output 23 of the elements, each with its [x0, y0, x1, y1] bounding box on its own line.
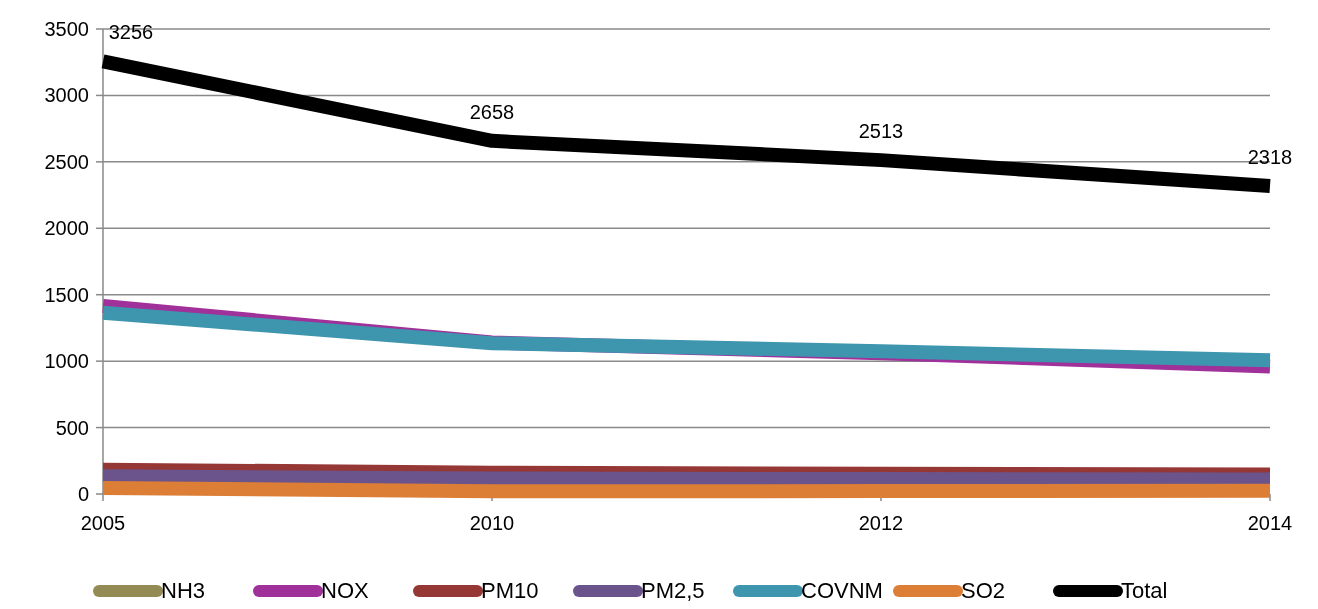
legend-label: NH3 [161, 578, 206, 603]
y-tick-label: 3500 [44, 18, 89, 40]
data-label: 2658 [469, 100, 515, 123]
x-tick-label: 2005 [80, 512, 126, 534]
data-label: 2513 [858, 120, 904, 143]
y-tick-label: 3000 [44, 84, 89, 107]
y-tick-label: 1000 [44, 350, 89, 373]
data-label: 2318 [1247, 146, 1293, 169]
x-tick-label: 2010 [469, 512, 515, 534]
legend-label: COVNM [801, 578, 883, 603]
y-tick-label: 2500 [44, 150, 89, 173]
data-label: 3256 [108, 21, 154, 44]
y-tick-label: 0 [77, 483, 89, 505]
legend-label: NOX [321, 578, 369, 603]
x-tick-label: 2014 [1247, 512, 1293, 534]
x-tick-label: 2012 [858, 512, 904, 534]
legend-label: PM2,5 [641, 578, 705, 603]
legend-label: SO2 [961, 578, 1006, 603]
y-tick-label: 2000 [44, 217, 89, 240]
legend-label: Total [1121, 578, 1168, 603]
legend-label: PM10 [481, 578, 539, 603]
y-tick-label: 500 [55, 416, 89, 439]
y-tick-label: 1500 [44, 283, 89, 306]
